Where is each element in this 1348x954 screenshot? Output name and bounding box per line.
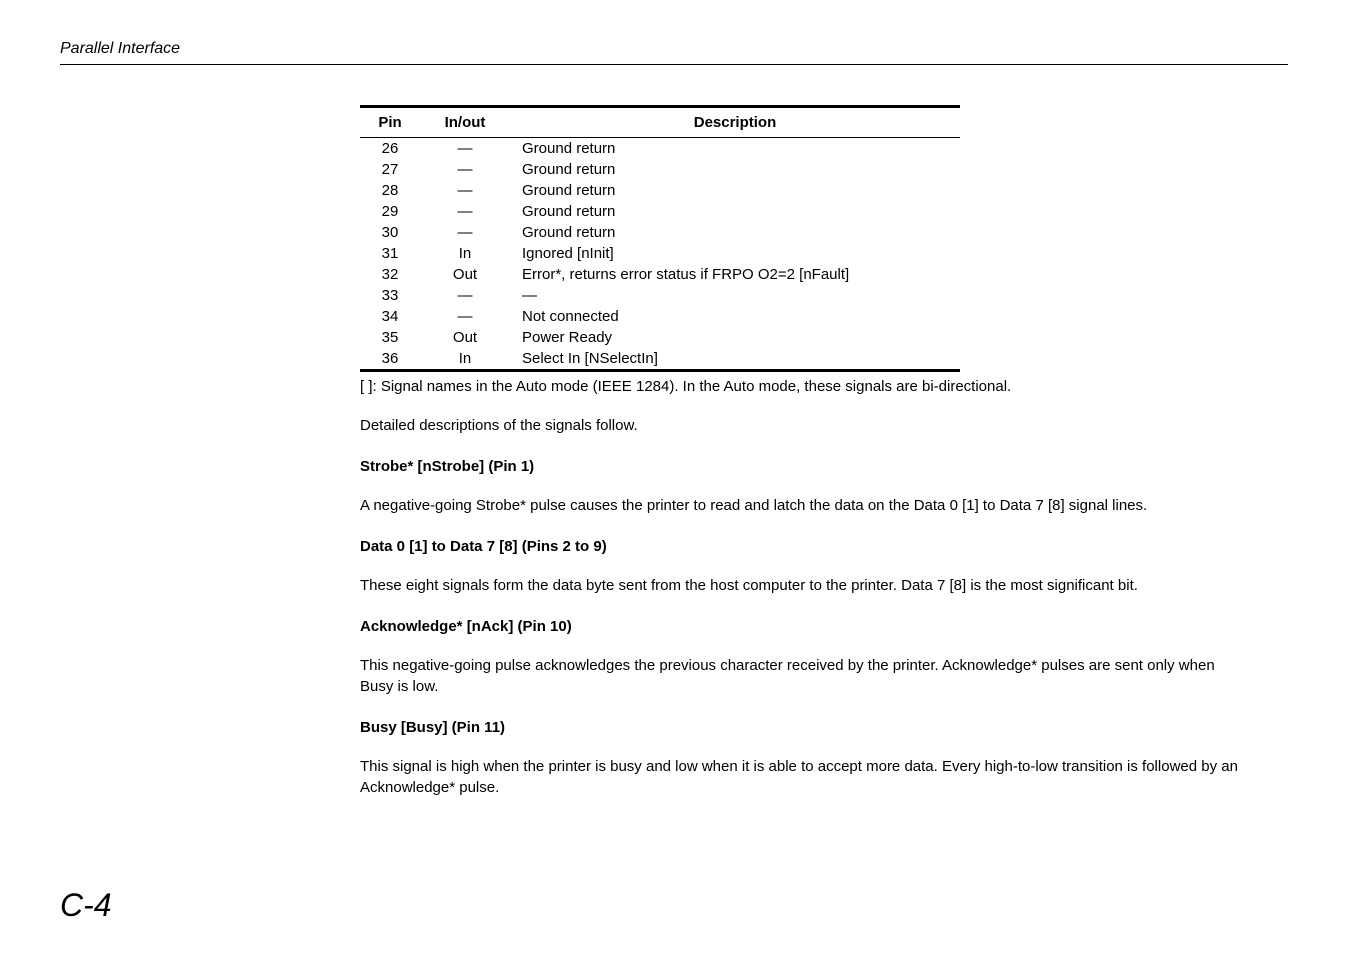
cell-pin: 26 [360, 138, 420, 160]
cell-pin: 27 [360, 159, 420, 180]
cell-pin: 30 [360, 222, 420, 243]
col-description: Description [510, 107, 960, 138]
header-title: Parallel Interface [60, 40, 1288, 65]
cell-pin: 33 [360, 285, 420, 306]
cell-inout: In [420, 348, 510, 371]
section-heading: Busy [Busy] (Pin 11) [360, 719, 1248, 736]
table-row: 29 — Ground return [360, 201, 960, 222]
cell-pin: 34 [360, 306, 420, 327]
page-header: Parallel Interface [60, 40, 1288, 65]
cell-pin: 36 [360, 348, 420, 371]
cell-pin: 31 [360, 243, 420, 264]
cell-desc: Ground return [510, 201, 960, 222]
cell-pin: 29 [360, 201, 420, 222]
table-row: 32 Out Error*, returns error status if F… [360, 264, 960, 285]
cell-pin: 35 [360, 327, 420, 348]
col-inout: In/out [420, 107, 510, 138]
page-number: C-4 [60, 887, 112, 924]
cell-inout: — [420, 138, 510, 160]
pin-table: Pin In/out Description 26 — Ground retur… [360, 105, 960, 372]
table-footnote: [ ]: Signal names in the Auto mode (IEEE… [360, 378, 1248, 395]
section-heading: Acknowledge* [nAck] (Pin 10) [360, 618, 1248, 635]
cell-inout: Out [420, 327, 510, 348]
table-row: 31 In Ignored [nInit] [360, 243, 960, 264]
cell-pin: 28 [360, 180, 420, 201]
section-body: This signal is high when the printer is … [360, 756, 1248, 798]
table-row: 28 — Ground return [360, 180, 960, 201]
cell-desc: Ground return [510, 159, 960, 180]
table-row: 27 — Ground return [360, 159, 960, 180]
cell-desc: Error*, returns error status if FRPO O2=… [510, 264, 960, 285]
table-row: 30 — Ground return [360, 222, 960, 243]
cell-inout: — [420, 285, 510, 306]
table-row: 26 — Ground return [360, 138, 960, 160]
section-body: These eight signals form the data byte s… [360, 575, 1248, 596]
cell-desc: Ignored [nInit] [510, 243, 960, 264]
section-body: This negative-going pulse acknowledges t… [360, 655, 1248, 697]
cell-desc: — [510, 285, 960, 306]
section-body: A negative-going Strobe* pulse causes th… [360, 495, 1248, 516]
table-row: 35 Out Power Ready [360, 327, 960, 348]
cell-desc: Ground return [510, 222, 960, 243]
table-body: 26 — Ground return 27 — Ground return 28… [360, 138, 960, 371]
cell-desc: Ground return [510, 180, 960, 201]
intro-text: Detailed descriptions of the signals fol… [360, 415, 1248, 436]
cell-inout: — [420, 201, 510, 222]
cell-inout: Out [420, 264, 510, 285]
cell-desc: Ground return [510, 138, 960, 160]
cell-inout: — [420, 159, 510, 180]
cell-inout: — [420, 306, 510, 327]
cell-inout: In [420, 243, 510, 264]
col-pin: Pin [360, 107, 420, 138]
cell-desc: Power Ready [510, 327, 960, 348]
cell-desc: Select In [NSelectIn] [510, 348, 960, 371]
table-row: 36 In Select In [NSelectIn] [360, 348, 960, 371]
cell-pin: 32 [360, 264, 420, 285]
main-content: Pin In/out Description 26 — Ground retur… [360, 105, 1248, 798]
cell-inout: — [420, 222, 510, 243]
table-row: 34 — Not connected [360, 306, 960, 327]
section-heading: Data 0 [1] to Data 7 [8] (Pins 2 to 9) [360, 538, 1248, 555]
cell-desc: Not connected [510, 306, 960, 327]
table-row: 33 — — [360, 285, 960, 306]
section-heading: Strobe* [nStrobe] (Pin 1) [360, 458, 1248, 475]
cell-inout: — [420, 180, 510, 201]
